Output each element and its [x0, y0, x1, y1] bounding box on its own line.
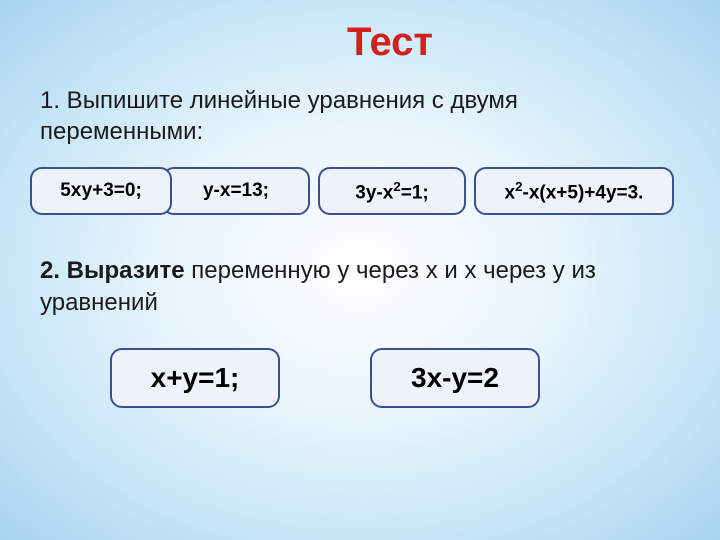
option-c[interactable]: 3у-х2=1;	[318, 167, 466, 215]
option-c-text: 3у-х2=1;	[355, 179, 428, 204]
question-2: 2. Выразите переменную у через х и х чер…	[40, 255, 680, 317]
option-d[interactable]: х2-х(х+5)+4у=3.	[474, 167, 674, 215]
options-row-1: 5ху+3=0; у-х=13; 3у-х2=1; х2-х(х+5)+4у=3…	[30, 167, 680, 215]
question-2-prefix: 2. Выразите	[40, 257, 185, 284]
equations-row: х+у=1; 3х-у=2	[110, 348, 680, 408]
page-title: Тест	[100, 20, 680, 65]
question-1: 1. Выпишите линейные уравнения с двумя п…	[40, 85, 680, 147]
equation-2[interactable]: 3х-у=2	[370, 348, 540, 408]
option-a[interactable]: 5ху+3=0;	[30, 167, 172, 215]
equation-1[interactable]: х+у=1;	[110, 348, 280, 408]
option-b[interactable]: у-х=13;	[162, 167, 310, 215]
option-d-text: х2-х(х+5)+4у=3.	[505, 179, 644, 204]
